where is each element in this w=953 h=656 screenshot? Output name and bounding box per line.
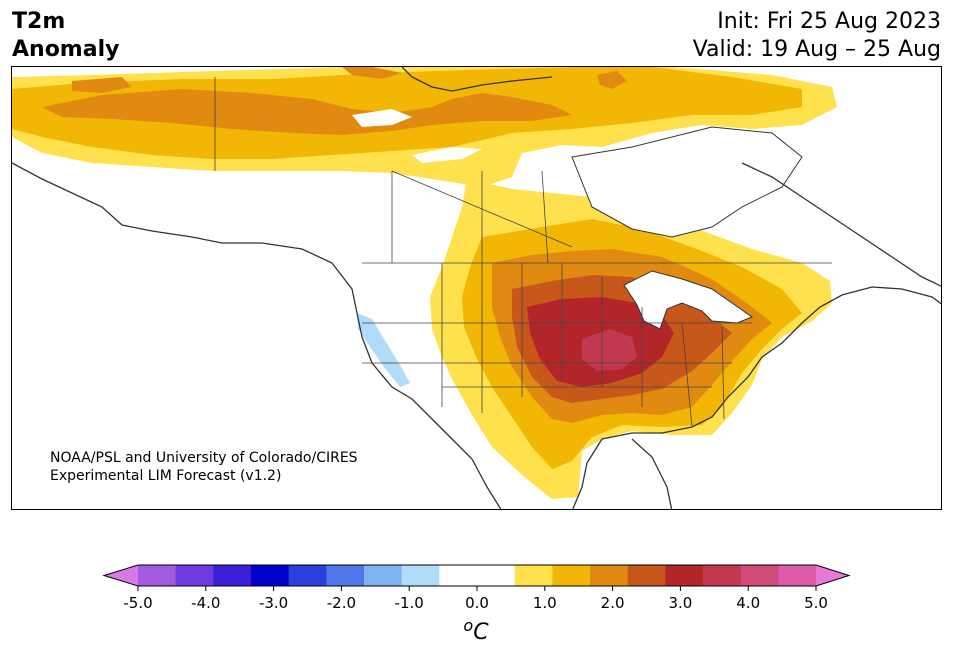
colorbar-tick-label: -2.0 (327, 594, 356, 612)
colorbar-bin (627, 565, 666, 586)
forecast-dates: Init: Fri 25 Aug 2023 Valid: 19 Aug – 25… (693, 8, 941, 64)
colorbar-extend-over (816, 565, 849, 586)
units-base: C (473, 620, 489, 645)
credit-line-2: Experimental LIM Forecast (v1.2) (50, 468, 282, 484)
anomaly-region-1.5-canada-north (342, 67, 402, 79)
colorbar-bin (401, 565, 440, 586)
anomaly-region-neg-0.5-california (357, 313, 410, 387)
colorbar-tick-label: 1.0 (533, 594, 557, 612)
colorbar-bin (175, 565, 214, 586)
colorbar-extend-under (104, 565, 138, 586)
credit-line-1: NOAA/PSL and University of Colorado/CIRE… (50, 450, 358, 466)
colorbar-tick-label: -1.0 (395, 594, 424, 612)
anomaly-map: NOAA/PSL and University of Colorado/CIRE… (11, 66, 942, 510)
init-date-label: Init: Fri 25 Aug 2023 (717, 9, 941, 34)
colorbar-tick-label: -3.0 (259, 594, 288, 612)
colorbar-bin (364, 565, 403, 586)
colorbar-bin (778, 565, 817, 586)
colorbar-bin (552, 565, 591, 586)
title-line-2: Anomaly (12, 37, 120, 62)
colorbar-tick-label: 2.0 (601, 594, 625, 612)
colorbar: -5.0 -4.0 -3.0 -2.0 -1.0 0.0 1.0 2.0 3.0 4.0 5.0 o… (0, 560, 953, 650)
colorbar-bin (740, 565, 779, 586)
colorbar-bin (477, 565, 516, 586)
colorbar-canvas: -5.0 -4.0 -3.0 -2.0 -1.0 0.0 1.0 2.0 3.0 4.0 5.0 o… (102, 564, 851, 645)
coastlines (12, 67, 941, 509)
colorbar-tick-label: 5.0 (804, 594, 828, 612)
map-title: T2m Anomaly (12, 8, 119, 64)
great-lakes (623, 270, 754, 330)
colorbar-bin (703, 565, 742, 586)
anomaly-region-1.5-canada (42, 89, 572, 135)
data-credit: NOAA/PSL and University of Colorado/CIRE… (50, 449, 358, 485)
anomaly-region-1.5-canada-east (597, 71, 627, 89)
colorbar-bin (213, 565, 252, 586)
colorbar-bin (590, 565, 629, 586)
colorbar-bin (288, 565, 327, 586)
colorbar-bins (102, 564, 851, 587)
colorbar-bin (439, 565, 478, 586)
colorbar-bin (138, 565, 177, 586)
colorbar-bin (251, 565, 290, 586)
colorbar-tick-label: -5.0 (123, 594, 152, 612)
colorbar-bin (326, 565, 365, 586)
hudson-bay (571, 126, 803, 238)
units-superscript: o (463, 616, 473, 635)
colorbar-ticks: -5.0 -4.0 -3.0 -2.0 -1.0 0.0 1.0 2.0 3.0 4.0 5.0 (123, 586, 828, 612)
colorbar-tick-label: 3.0 (668, 594, 692, 612)
arctic-water-2 (412, 147, 482, 163)
anomaly-region-1.5-alaska (72, 77, 132, 93)
title-line-1: T2m (12, 9, 66, 34)
colorbar-bin (514, 565, 553, 586)
map-canvas (12, 67, 941, 509)
colorbar-tick-label: 0.0 (465, 594, 489, 612)
state-province-borders (214, 77, 832, 428)
colorbar-tick-label: 4.0 (736, 594, 760, 612)
colorbar-units-label: oC (463, 616, 489, 645)
colorbar-tick-label: -4.0 (191, 594, 220, 612)
arctic-water-1 (352, 109, 412, 127)
anomaly-region-3.0-central (582, 329, 637, 371)
colorbar-bin (665, 565, 704, 586)
valid-range-label: Valid: 19 Aug – 25 Aug (692, 37, 941, 62)
